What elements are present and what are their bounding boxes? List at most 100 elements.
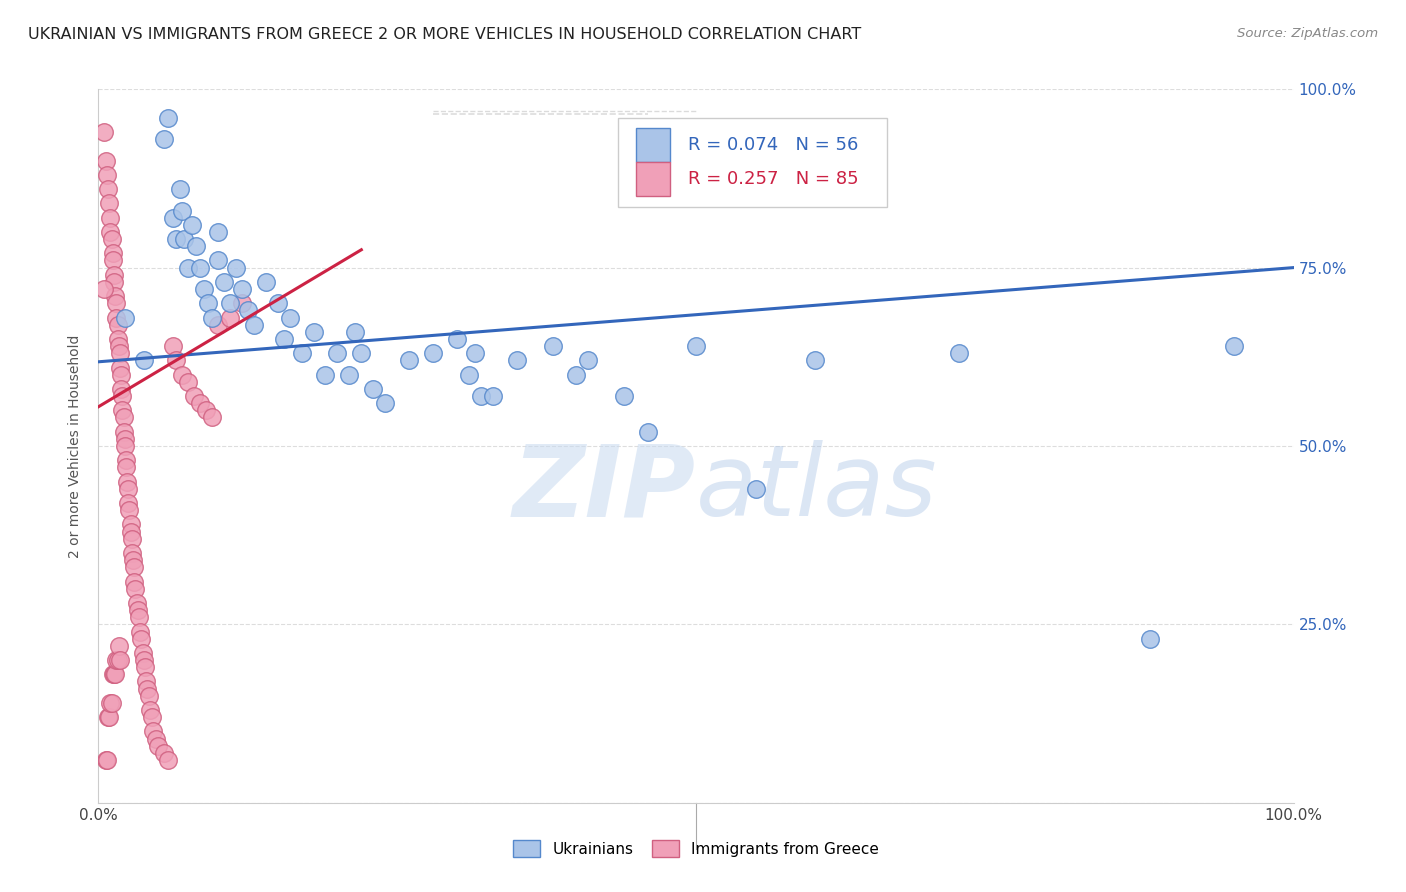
Point (104, 667, 127, 681)
Point (139, 703, 162, 717)
Point (98, 710, 121, 724)
Point (129, 624, 152, 639)
Point (180, 218, 202, 232)
Point (541, 339, 564, 353)
Point (745, 482, 768, 496)
Point (114, 310, 136, 325)
Point (169, 182, 191, 196)
Point (464, 346, 486, 360)
Point (1223, 339, 1246, 353)
Point (422, 346, 444, 360)
Point (105, 296, 128, 310)
Point (115, 475, 138, 489)
Point (398, 353, 420, 368)
Text: atlas: atlas (696, 441, 938, 537)
Point (212, 275, 235, 289)
Point (120, 517, 142, 532)
Point (153, 132, 176, 146)
Text: R = 0.257   N = 85: R = 0.257 N = 85 (688, 170, 858, 188)
Point (114, 432, 136, 446)
Point (219, 296, 242, 310)
Point (156, 111, 179, 125)
Bar (637, 128, 669, 162)
Point (103, 275, 125, 289)
Point (186, 239, 208, 253)
Point (132, 353, 155, 368)
Point (278, 310, 301, 325)
Point (134, 660, 156, 674)
Point (93, 282, 115, 296)
Point (131, 646, 153, 660)
Point (446, 332, 468, 346)
Point (105, 653, 128, 667)
Point (101, 246, 124, 260)
Point (172, 368, 194, 382)
Point (104, 289, 127, 303)
Point (273, 332, 295, 346)
Point (132, 653, 155, 667)
Point (98, 211, 122, 225)
Point (302, 325, 325, 339)
Point (565, 368, 588, 382)
Point (231, 296, 253, 310)
Point (110, 368, 132, 382)
Point (118, 503, 141, 517)
Point (207, 225, 229, 239)
Point (100, 232, 122, 246)
Point (112, 425, 135, 439)
Point (948, 346, 970, 360)
Point (195, 403, 218, 417)
Point (96, 753, 118, 767)
Point (142, 724, 165, 739)
Point (94, 753, 117, 767)
Point (207, 253, 229, 268)
Point (225, 260, 247, 275)
Point (243, 318, 266, 332)
Point (98, 225, 122, 239)
Point (112, 410, 135, 425)
Point (374, 396, 396, 410)
Point (804, 353, 827, 368)
Point (121, 546, 143, 560)
Point (183, 389, 205, 403)
Point (108, 346, 131, 360)
Point (197, 296, 219, 310)
Point (100, 696, 122, 710)
Point (107, 653, 129, 667)
Point (201, 310, 224, 325)
Point (153, 746, 176, 760)
Point (107, 332, 129, 346)
Point (110, 382, 132, 396)
Point (103, 667, 125, 681)
Point (98, 196, 121, 211)
Point (506, 353, 529, 368)
Point (172, 203, 194, 218)
Point (111, 403, 134, 417)
Point (481, 389, 505, 403)
Point (107, 639, 129, 653)
Point (94, 153, 117, 168)
Point (193, 282, 215, 296)
Point (124, 574, 146, 589)
Point (231, 282, 253, 296)
Text: R = 0.074   N = 56: R = 0.074 N = 56 (688, 136, 858, 153)
Point (120, 524, 142, 539)
Point (148, 739, 170, 753)
Point (201, 410, 224, 425)
Point (115, 460, 138, 475)
Point (458, 368, 481, 382)
Point (350, 346, 373, 360)
Point (162, 339, 184, 353)
Point (114, 439, 136, 453)
Point (105, 310, 128, 325)
Point (107, 318, 129, 332)
Point (98, 696, 122, 710)
Point (96, 168, 118, 182)
Point (97, 182, 120, 196)
Point (188, 396, 211, 410)
Point (1139, 632, 1161, 646)
Point (173, 232, 195, 246)
Point (267, 296, 290, 310)
Point (121, 532, 143, 546)
Point (117, 482, 139, 496)
